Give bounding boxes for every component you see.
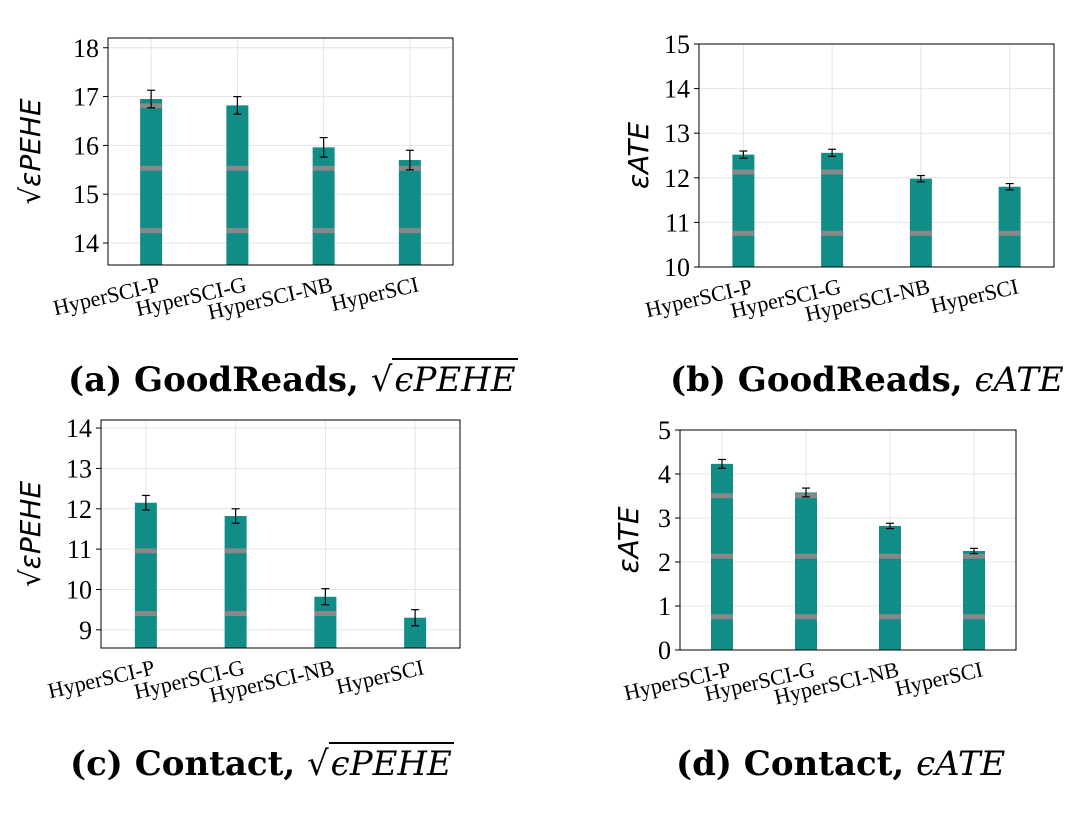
y-tick-label: 14	[73, 229, 99, 258]
x-tick-label: HyperSCI	[334, 655, 427, 699]
bar-hypersci-p	[140, 99, 163, 265]
bar-band	[140, 165, 163, 171]
caption-label: (b) GoodReads,	[670, 360, 963, 400]
bar-hypersci-nb	[312, 147, 335, 265]
bar-band	[140, 228, 163, 234]
bar-band	[711, 553, 733, 559]
bar-hypersci-g	[821, 152, 844, 267]
bar-band	[795, 614, 817, 620]
caption-label: (d) Contact,	[676, 744, 905, 784]
bar-hypersci-p	[134, 502, 157, 648]
bar-band	[224, 611, 247, 617]
bar-hypersci	[404, 617, 427, 648]
bar-band	[224, 548, 247, 554]
bar-band	[711, 614, 733, 620]
bar-band	[909, 230, 932, 236]
bar-band	[134, 611, 157, 617]
bar-hypersci	[963, 551, 985, 650]
y-tick-label: 13	[664, 119, 690, 148]
chart-svg-c: 91011121314HyperSCI-PHyperSCI-GHyperSCI-…	[14, 414, 461, 707]
caption-d: (d) Contact, ϵATE	[676, 744, 1005, 784]
bar-hypersci-g	[795, 492, 817, 650]
y-tick-label: 15	[73, 180, 99, 209]
bar-band	[732, 230, 755, 236]
chart-panel-a: 14 15 16 17 18 HyperSCI-P HyperSCI-G HyperSCI-N…	[0, 0, 540, 414]
caption-c: (c) Contact, √ϵPEHE	[70, 742, 454, 784]
bar-hypersci-nb	[314, 596, 337, 648]
x-tick-label: HyperSCI	[328, 272, 421, 316]
y-tick-label: 18	[73, 34, 99, 63]
bar-band	[879, 553, 901, 559]
bar-band	[711, 493, 733, 499]
chart-panel-c: 9 10 11 12 13 14 HyperSCI-P HyperSCI-G HyperSCI-…	[0, 414, 540, 829]
chart-svg-b: 101112131415HyperSCI-PHyperSCI-GHyperSCI…	[622, 30, 1055, 326]
chart-svg-d: 012345HyperSCI-PHyperSCI-GHyperSCI-NBHyp…	[612, 416, 1017, 709]
y-tick-label: 14	[664, 75, 690, 104]
bar-band	[226, 165, 249, 171]
y-tick-label: 4	[658, 460, 671, 489]
bar-hypersci-g	[224, 516, 247, 648]
bar-band	[312, 228, 335, 234]
bar-band	[879, 614, 901, 620]
y-tick-label: 0	[658, 636, 671, 665]
bar-band	[821, 230, 844, 236]
bar-band	[795, 553, 817, 559]
bar-band	[963, 553, 985, 559]
caption-b: (b) GoodReads, ϵATE	[670, 360, 1064, 400]
y-axis-label: √εPEHE	[14, 98, 47, 205]
y-axis-label: √εPEHE	[14, 481, 47, 588]
caption-label: (a) GoodReads,	[68, 360, 359, 400]
bar-band	[134, 548, 157, 554]
y-tick-label: 10	[664, 253, 690, 282]
y-tick-label: 2	[658, 548, 671, 577]
bar-hypersci-g	[226, 105, 249, 266]
sqrt-symbol: √	[370, 360, 393, 400]
y-tick-label: 17	[73, 83, 99, 112]
bar-hypersci-p	[732, 154, 755, 267]
y-tick-label: 11	[665, 208, 690, 237]
y-tick-label: 16	[73, 131, 99, 160]
y-axis-label: εATE	[622, 122, 655, 189]
y-tick-label: 5	[658, 416, 671, 445]
y-tick-label: 12	[66, 495, 92, 524]
y-tick-label: 9	[79, 616, 92, 645]
x-tick-label: HyperSCI	[928, 274, 1021, 318]
bar-band	[732, 169, 755, 175]
caption-label: (c) Contact,	[70, 744, 296, 784]
chart-svg-a: 1415161718HyperSCI-PHyperSCI-GHyperSCI-N…	[14, 34, 454, 324]
plot-frame	[698, 43, 1055, 268]
chart-panel-d: 0 1 2 3 4 5 HyperSCI-P HyperSCI-G HyperSCI-NB Hyp…	[540, 414, 1080, 829]
y-tick-label: 14	[66, 414, 92, 443]
bar-hypersci-nb	[879, 525, 901, 650]
bar-hypersci	[998, 186, 1021, 267]
bar-band	[821, 169, 844, 175]
chart-panel-b: 10 11 12 13 14 15 HyperSCI-P HyperSCI-G HyperSCI…	[540, 0, 1080, 414]
bar-band	[312, 165, 335, 171]
y-tick-label: 10	[66, 575, 92, 604]
y-tick-label: 15	[664, 30, 690, 59]
y-tick-label: 13	[66, 454, 92, 483]
bar-band	[314, 611, 337, 617]
caption-metric: ϵATE	[974, 360, 1064, 400]
bar-band	[226, 228, 249, 234]
plot-frame	[100, 419, 461, 649]
bar-band	[398, 228, 421, 234]
y-tick-label: 1	[658, 592, 671, 621]
caption-metric: ϵATE	[916, 744, 1006, 784]
x-tick-label: HyperSCI	[893, 657, 986, 701]
y-axis-label: εATE	[612, 506, 645, 573]
y-tick-label: 12	[664, 164, 690, 193]
caption-a: (a) GoodReads, √ϵPEHE	[68, 358, 518, 400]
sqrt-symbol: √	[307, 744, 329, 784]
bar-band	[998, 230, 1021, 236]
y-tick-label: 11	[67, 535, 92, 564]
caption-metric: ϵPEHE	[392, 358, 518, 400]
bar-hypersci	[398, 160, 421, 265]
bar-band	[963, 614, 985, 620]
plot-frame	[679, 429, 1017, 651]
bar-hypersci-nb	[909, 178, 932, 267]
y-tick-label: 3	[658, 504, 671, 533]
caption-metric: ϵPEHE	[328, 742, 454, 784]
plot-frame	[107, 37, 454, 266]
